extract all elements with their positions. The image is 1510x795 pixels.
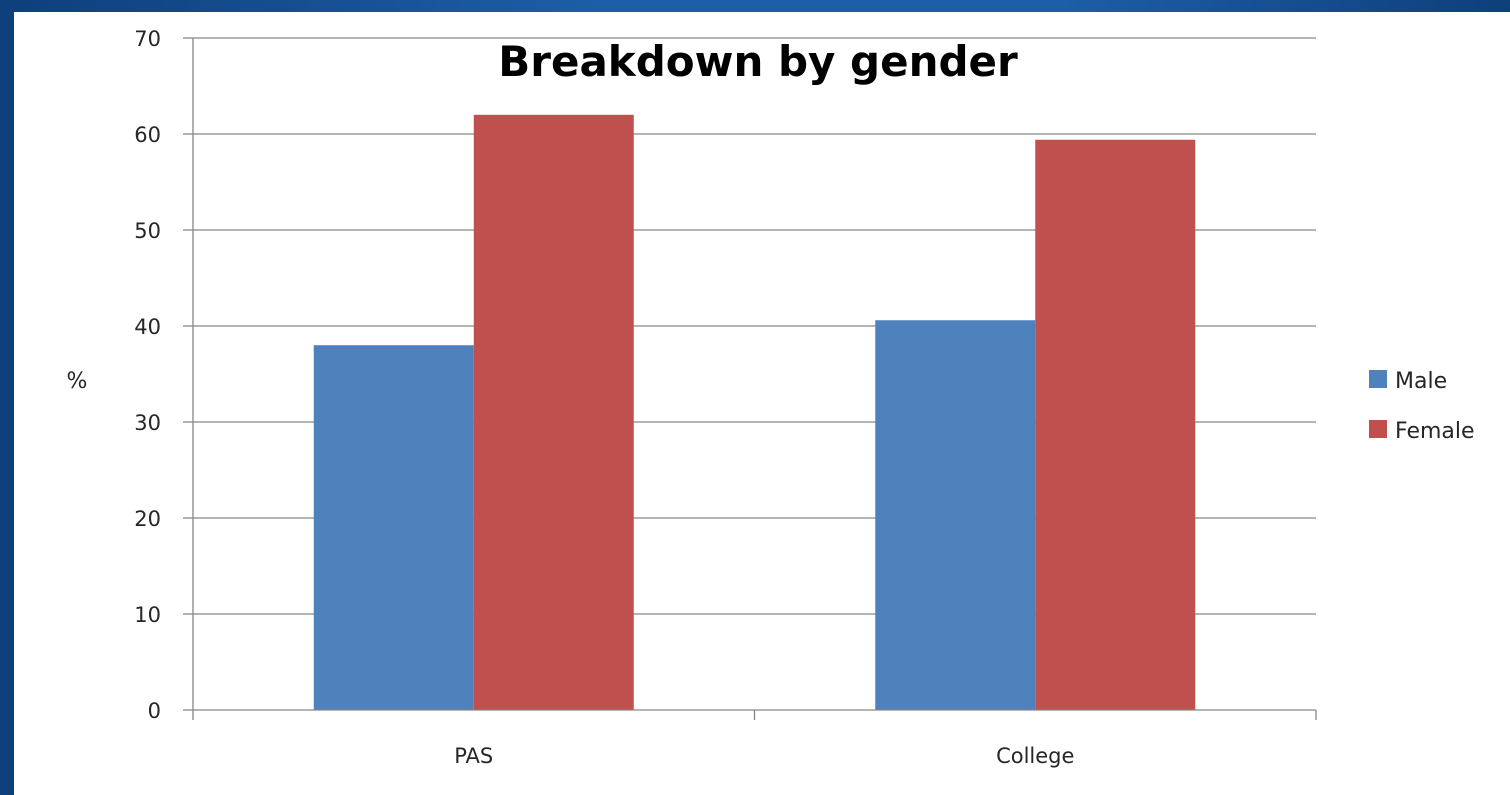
legend: Male Female — [1369, 369, 1475, 444]
bar-female-pas — [473, 114, 634, 711]
axes: 0 10 20 30 40 50 60 70 PAS College — [134, 27, 1317, 768]
y-tick-label: 50 — [134, 219, 161, 243]
bar-male-college — [875, 320, 1036, 710]
y-tick-label: 20 — [134, 507, 161, 531]
chart-area — [14, 12, 1510, 795]
chart-title: Breakdown by gender — [498, 37, 1018, 86]
y-tick-label: 10 — [134, 603, 161, 627]
bars — [313, 114, 1196, 711]
bar-male-pas — [313, 345, 474, 710]
legend-swatch-male — [1369, 370, 1387, 388]
y-axis-label: % — [67, 369, 88, 394]
y-tick-label: 40 — [134, 315, 161, 339]
y-tick-label: 0 — [148, 699, 161, 723]
bar-female-college — [1035, 139, 1196, 710]
legend-swatch-female — [1369, 420, 1387, 438]
x-category-label: PAS — [454, 744, 493, 768]
y-tick-label: 60 — [134, 123, 161, 147]
y-tick-label: 30 — [134, 411, 161, 435]
legend-label-male: Male — [1395, 369, 1447, 394]
y-tick-label: 70 — [134, 27, 161, 51]
x-category-label: College — [996, 744, 1074, 768]
legend-label-female: Female — [1395, 419, 1475, 444]
